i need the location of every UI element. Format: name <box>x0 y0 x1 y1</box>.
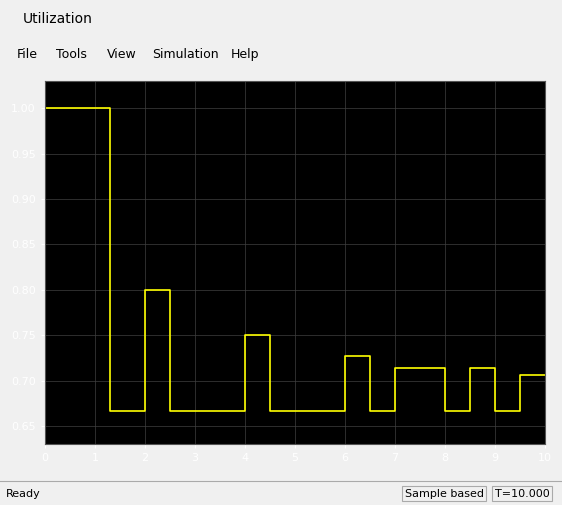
Text: Sample based: Sample based <box>405 489 484 498</box>
Text: View: View <box>107 48 137 61</box>
Text: Tools: Tools <box>56 48 87 61</box>
Text: File: File <box>17 48 38 61</box>
Text: Utilization: Utilization <box>22 13 92 26</box>
Text: Simulation: Simulation <box>152 48 219 61</box>
Text: Ready: Ready <box>6 489 40 498</box>
Text: T=10.000: T=10.000 <box>495 489 549 498</box>
Text: Help: Help <box>230 48 259 61</box>
